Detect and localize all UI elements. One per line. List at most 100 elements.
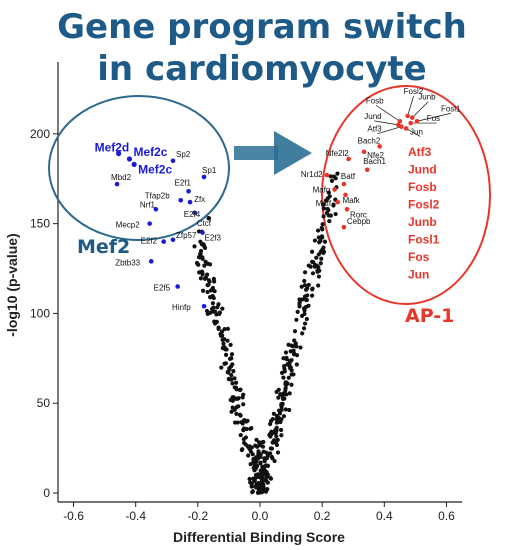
data-point bbox=[279, 417, 284, 422]
data-point bbox=[289, 372, 294, 377]
data-point bbox=[231, 368, 236, 374]
data-point bbox=[256, 488, 262, 493]
ap1-list-item: Fosl2 bbox=[408, 198, 440, 212]
data-point bbox=[314, 255, 319, 260]
data-point bbox=[279, 433, 284, 438]
x-ticks: -0.6 -0.4 -0.2 0.0 0.2 0.4 0.6 bbox=[63, 502, 455, 523]
data-point bbox=[270, 416, 275, 422]
point-label-fosb: Fosb bbox=[366, 96, 384, 105]
point-label-sp1: Sp1 bbox=[202, 166, 217, 175]
data-point-tfap2b bbox=[178, 197, 184, 203]
point-label-mafk: Mafk bbox=[342, 196, 360, 205]
data-point bbox=[203, 259, 208, 264]
data-point bbox=[331, 174, 337, 179]
data-point bbox=[214, 319, 219, 324]
data-point bbox=[261, 449, 266, 454]
data-point bbox=[322, 239, 328, 244]
data-point bbox=[324, 210, 330, 216]
data-point bbox=[327, 218, 332, 224]
data-point-nfe2 bbox=[361, 149, 367, 155]
data-point bbox=[287, 391, 292, 396]
data-point bbox=[232, 376, 237, 381]
data-point bbox=[333, 211, 338, 217]
data-point bbox=[244, 419, 249, 424]
data-point-e2f1 bbox=[186, 189, 191, 194]
data-point bbox=[223, 352, 229, 358]
data-point bbox=[222, 361, 227, 366]
y-tick-label: 100 bbox=[30, 306, 50, 320]
point-label-e2f2: E2f2 bbox=[141, 237, 158, 246]
data-point bbox=[211, 305, 216, 310]
point-label-sp2: Sp2 bbox=[176, 150, 191, 159]
data-point bbox=[236, 396, 241, 401]
data-point bbox=[310, 286, 315, 291]
ap1-group-label: AP-1 bbox=[405, 305, 454, 327]
data-point-cebpb bbox=[341, 224, 347, 230]
point-label-zbtb33: Zbtb33 bbox=[115, 258, 140, 267]
data-point bbox=[243, 442, 248, 447]
point-label-batf: Batf bbox=[341, 172, 356, 181]
data-point bbox=[301, 326, 307, 331]
point-label-nfe2: Nfe2 bbox=[367, 151, 384, 160]
data-point bbox=[301, 306, 307, 311]
data-point bbox=[292, 329, 298, 334]
data-point bbox=[229, 409, 234, 414]
data-point bbox=[282, 366, 287, 371]
data-point bbox=[254, 464, 259, 469]
data-point bbox=[256, 449, 261, 454]
data-point bbox=[261, 439, 266, 445]
data-point-mef2c bbox=[126, 156, 133, 162]
data-point bbox=[237, 412, 243, 417]
data-point bbox=[221, 341, 226, 346]
data-point bbox=[206, 278, 212, 283]
data-point bbox=[216, 302, 221, 307]
data-point bbox=[279, 370, 285, 375]
data-point bbox=[229, 352, 235, 357]
data-point bbox=[255, 474, 260, 479]
data-point-e2f5 bbox=[175, 284, 180, 289]
data-point bbox=[247, 476, 252, 482]
data-point bbox=[279, 407, 284, 413]
point-label-maff: Maff bbox=[316, 199, 332, 208]
data-point bbox=[272, 458, 277, 464]
data-point bbox=[294, 317, 299, 322]
point-label-ctcf: Ctcf bbox=[197, 219, 212, 228]
data-point bbox=[304, 316, 309, 322]
data-point bbox=[287, 358, 293, 364]
data-point bbox=[199, 269, 205, 274]
data-point bbox=[319, 256, 324, 261]
data-point bbox=[249, 425, 254, 431]
data-point bbox=[298, 345, 303, 350]
data-point-rorc bbox=[344, 206, 350, 212]
data-point bbox=[225, 326, 231, 331]
data-point-e2f2 bbox=[161, 239, 166, 244]
data-point bbox=[230, 362, 235, 367]
leader-line bbox=[377, 126, 402, 134]
data-point-mef2c bbox=[131, 161, 137, 167]
data-point bbox=[314, 263, 319, 268]
data-point-fosb bbox=[397, 118, 403, 124]
data-point bbox=[213, 309, 218, 314]
data-point bbox=[302, 311, 307, 317]
data-point bbox=[310, 259, 315, 264]
point-label-mecp2: Mecp2 bbox=[116, 221, 141, 230]
data-point-jun bbox=[403, 126, 409, 131]
data-point bbox=[297, 297, 302, 302]
data-point-mafk bbox=[343, 192, 348, 198]
data-point bbox=[288, 349, 293, 354]
data-point bbox=[270, 440, 275, 445]
data-point bbox=[281, 396, 286, 401]
data-point bbox=[320, 222, 325, 227]
data-point bbox=[319, 225, 324, 230]
data-point bbox=[323, 198, 329, 203]
data-point-zfx bbox=[187, 199, 193, 205]
ap1-list-item: Fosb bbox=[408, 180, 437, 194]
data-point bbox=[227, 377, 232, 382]
data-point bbox=[210, 301, 216, 306]
data-point bbox=[321, 249, 327, 254]
data-point bbox=[315, 268, 320, 273]
data-point-e2f4 bbox=[192, 210, 198, 216]
data-point-fos bbox=[408, 120, 414, 126]
data-point bbox=[240, 447, 245, 452]
data-point bbox=[302, 321, 308, 326]
